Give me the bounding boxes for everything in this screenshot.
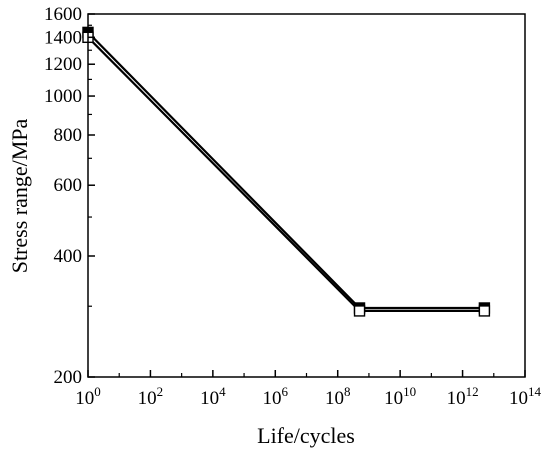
x-tick-label: 106 bbox=[263, 384, 289, 409]
x-tick-label: 100 bbox=[75, 384, 101, 409]
x-tick-label: 102 bbox=[138, 384, 164, 409]
x-tick-label: 104 bbox=[200, 384, 226, 409]
open-square-marker bbox=[353, 305, 366, 317]
x-tick-label: 1014 bbox=[509, 384, 542, 409]
y-tick-label: 1600 bbox=[44, 4, 82, 25]
x-tick-label: 1012 bbox=[447, 384, 479, 409]
open-square-marker bbox=[478, 305, 491, 317]
y-tick-label: 800 bbox=[54, 125, 83, 146]
y-tick-label: 1200 bbox=[44, 54, 82, 75]
y-axis-title: Stress range/MPa bbox=[7, 118, 32, 273]
y-tick-label: 200 bbox=[54, 367, 83, 388]
y-tick-label: 1400 bbox=[44, 27, 82, 48]
y-tick-label: 400 bbox=[54, 246, 83, 267]
y-tick-label: 600 bbox=[54, 175, 83, 196]
plot-area bbox=[88, 14, 525, 377]
axis-ticks: 100 102 104 106 108 1010 1012 1014 200 400 600 800 1… bbox=[44, 4, 542, 409]
y-tick-label: 1000 bbox=[44, 86, 82, 107]
x-axis-title: Life/cycles bbox=[257, 423, 355, 448]
x-tick-label: 108 bbox=[325, 384, 351, 409]
x-tick-label: 1010 bbox=[384, 384, 416, 409]
